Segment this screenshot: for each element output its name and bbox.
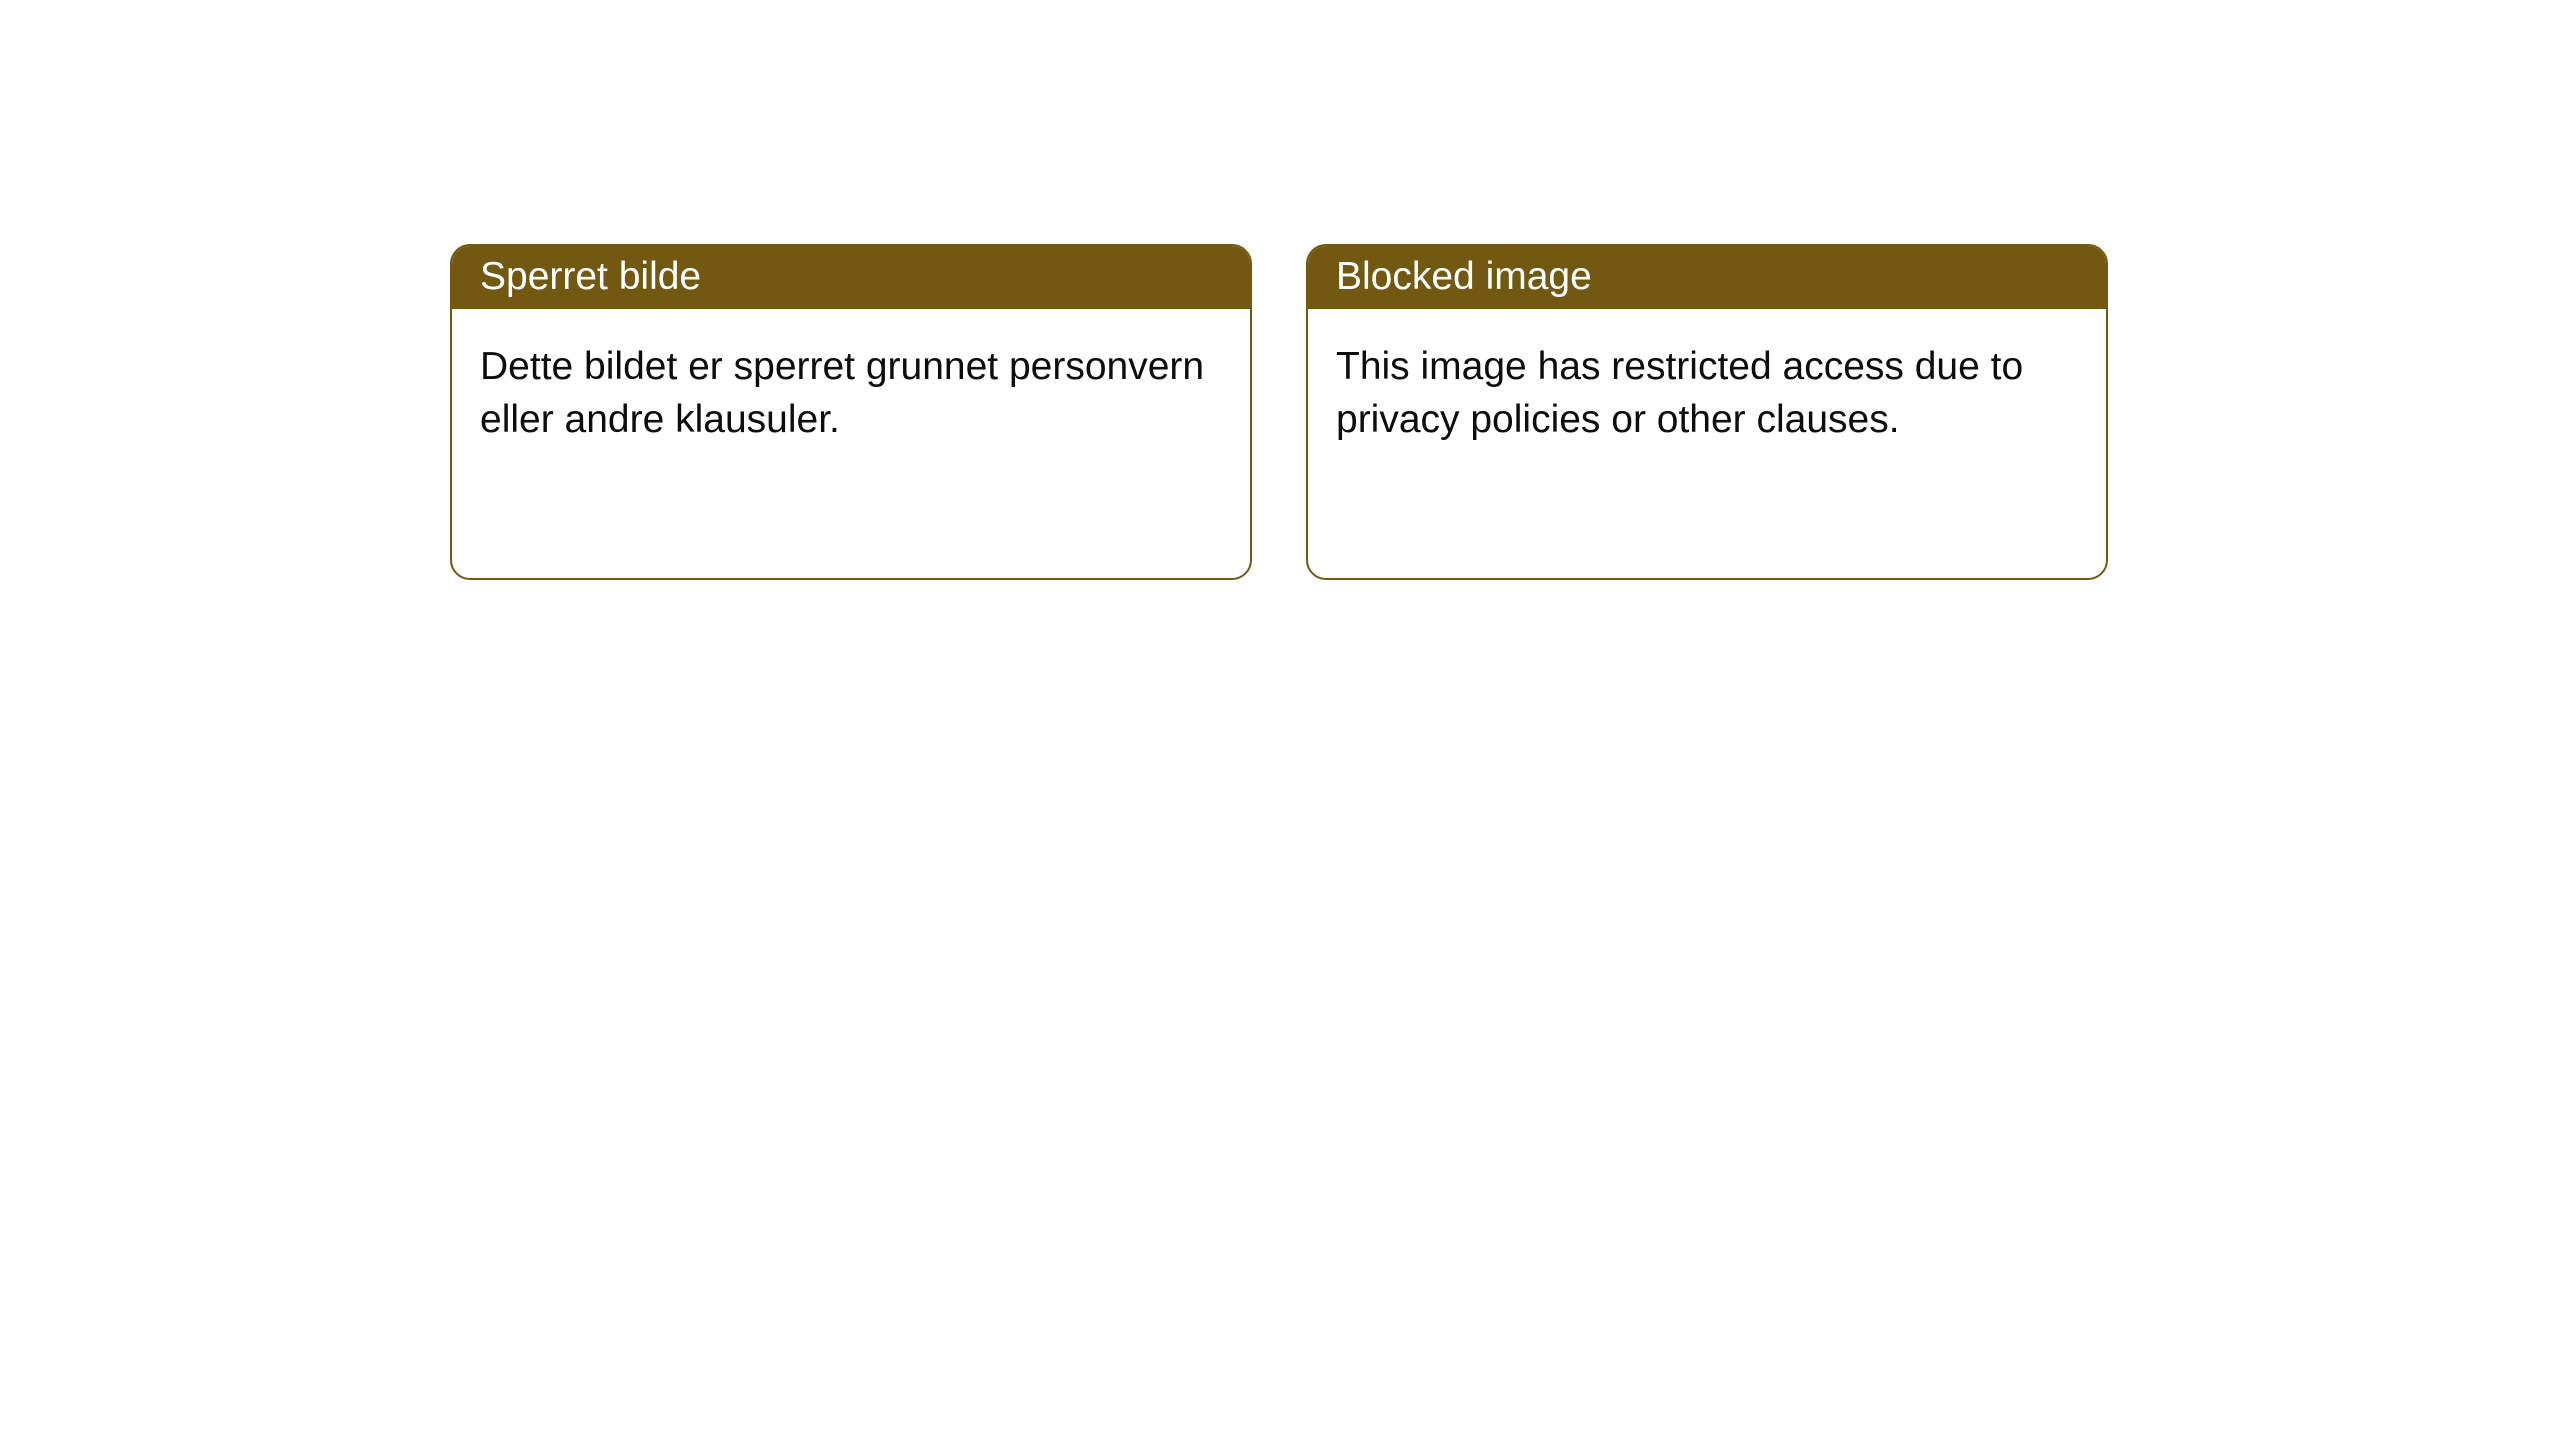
notice-card-english: Blocked image This image has restricted … xyxy=(1306,244,2108,580)
notice-card-body: This image has restricted access due to … xyxy=(1308,309,2106,478)
notice-card-title: Blocked image xyxy=(1308,246,2106,309)
notice-card-title: Sperret bilde xyxy=(452,246,1250,309)
notice-cards-container: Sperret bilde Dette bildet er sperret gr… xyxy=(450,244,2108,580)
notice-card-body: Dette bildet er sperret grunnet personve… xyxy=(452,309,1250,478)
notice-card-norwegian: Sperret bilde Dette bildet er sperret gr… xyxy=(450,244,1252,580)
